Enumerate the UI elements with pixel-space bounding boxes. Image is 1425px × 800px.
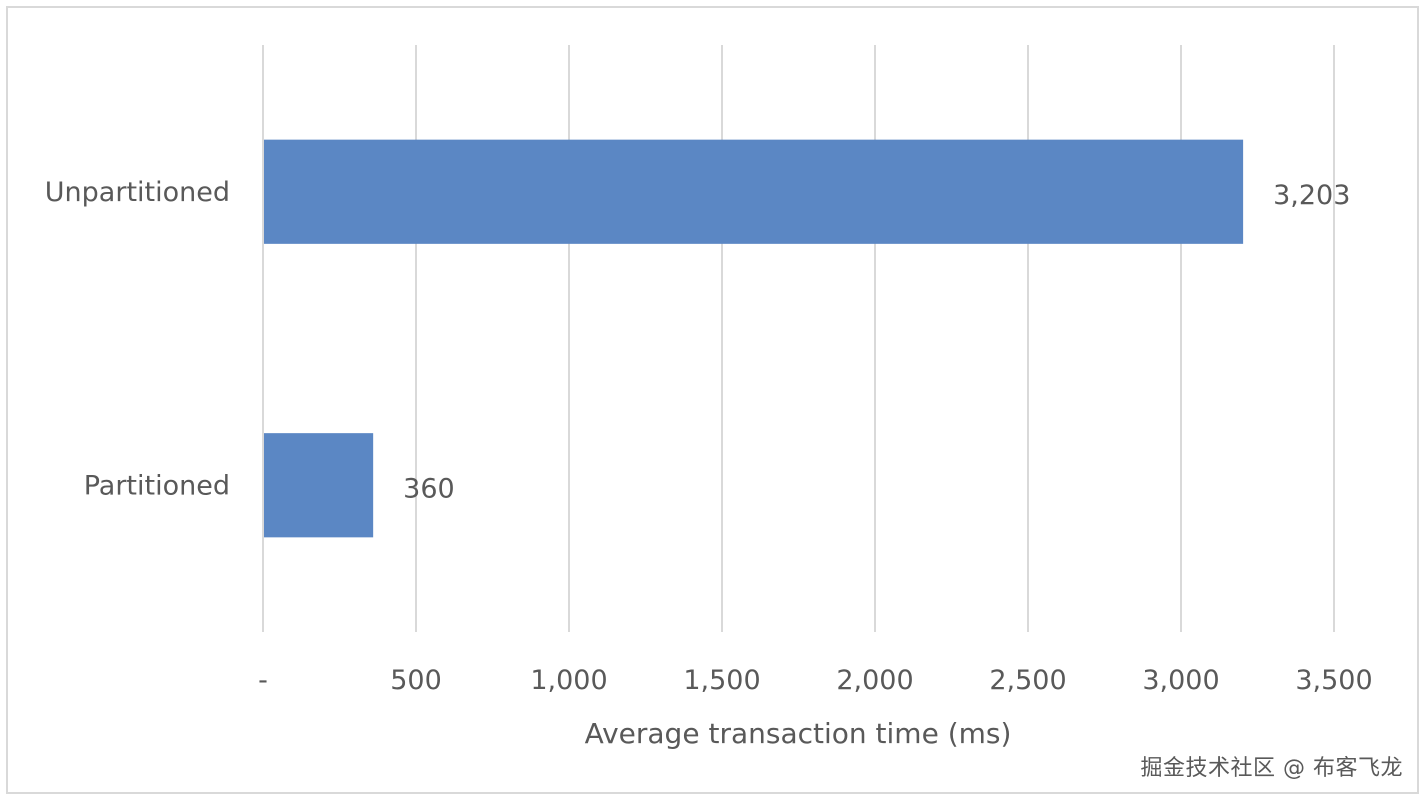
- bar-partitioned: [264, 433, 374, 538]
- bars: [264, 139, 1244, 538]
- x-tick-label: 2,000: [836, 665, 913, 696]
- bar-unpartitioned: [264, 139, 1244, 244]
- x-axis-title: Average transaction time (ms): [585, 717, 1012, 750]
- x-tick-label: -: [258, 665, 268, 696]
- category-label: Unpartitioned: [45, 177, 230, 208]
- data-label: 3,203: [1273, 180, 1350, 211]
- x-tick-label: 3,500: [1295, 665, 1372, 696]
- x-tick-label: 500: [390, 665, 442, 696]
- x-tick-label: 2,500: [989, 665, 1066, 696]
- labels: - 500 1,000 1,500 2,000 2,500 3,000 3,500 Unpart…: [45, 177, 1373, 696]
- chart-frame: [6, 6, 1419, 794]
- x-tick-label: 1,500: [683, 665, 760, 696]
- x-tick-label: 1,000: [530, 665, 607, 696]
- data-label: 360: [403, 473, 455, 504]
- category-label: Partitioned: [84, 470, 230, 501]
- gridlines: [262, 45, 1335, 632]
- x-tick-label: 3,000: [1142, 665, 1219, 696]
- watermark: 掘金技术社区 @ 布客飞龙: [1140, 756, 1403, 781]
